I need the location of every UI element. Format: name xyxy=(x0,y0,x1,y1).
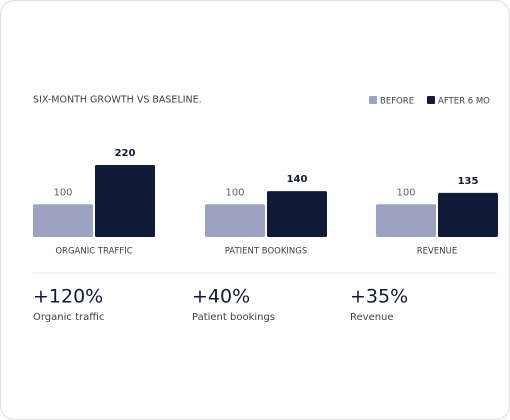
value-label: 140 xyxy=(287,174,308,185)
bar xyxy=(376,204,436,237)
legend-swatch xyxy=(427,96,435,104)
value-label: 100 xyxy=(396,187,415,198)
stat-value: +35% xyxy=(350,286,408,308)
category-label: PATIENT BOOKINGS xyxy=(225,247,308,257)
stat-label: Revenue xyxy=(350,312,394,323)
category-label: REVENUE xyxy=(417,247,457,257)
bar xyxy=(95,165,155,237)
stat-value: +40% xyxy=(192,286,250,308)
legend-swatch xyxy=(369,96,377,104)
bar xyxy=(267,191,327,237)
value-label: 100 xyxy=(225,187,244,198)
value-label: 220 xyxy=(115,148,136,159)
stat-value: +120% xyxy=(33,286,103,308)
chart-title: SIX-MONTH GROWTH VS BASELINE. xyxy=(33,95,202,106)
bar xyxy=(205,204,265,237)
bar xyxy=(438,192,498,237)
legend-label: AFTER 6 MO xyxy=(438,97,490,107)
value-label: 135 xyxy=(458,176,479,187)
category-label: ORGANIC TRAFFIC xyxy=(55,247,132,257)
stat-label: Patient bookings xyxy=(192,312,275,323)
stat-label: Organic traffic xyxy=(33,312,104,323)
value-label: 100 xyxy=(53,187,72,198)
bar xyxy=(33,204,93,237)
legend-label: BEFORE xyxy=(380,97,414,107)
